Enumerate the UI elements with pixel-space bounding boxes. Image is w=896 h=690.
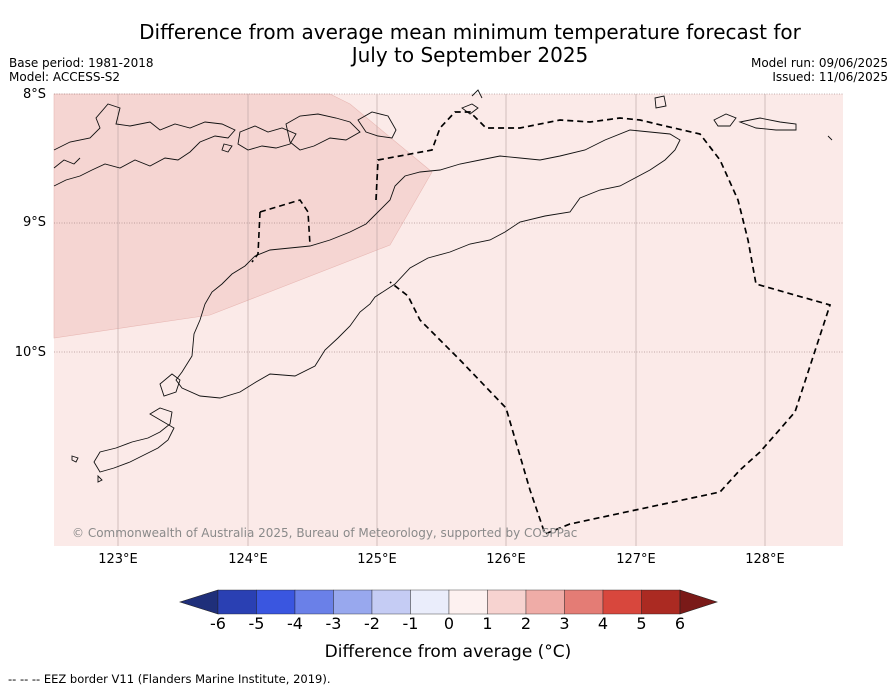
colorbar-segment	[525, 589, 565, 615]
lon-label-123e: 123°E	[98, 552, 138, 567]
lat-label-9s: 9°S	[22, 215, 46, 230]
colorbar-tick-label: 3	[559, 614, 570, 633]
map-fill-1-to-2	[53, 93, 433, 339]
colorbar-tick-label: -6	[210, 614, 226, 633]
chart-title-line-2: July to September 2025	[351, 43, 589, 67]
colorbar-segment	[371, 589, 411, 615]
colorbar-tick-label: -2	[364, 614, 380, 633]
colorbar-segment	[294, 589, 334, 615]
colorbar-segment	[410, 589, 450, 615]
colorbar-segment	[602, 589, 642, 615]
colorbar-tick-label: -1	[402, 614, 419, 633]
base-period-text: Base period: 1981-2018	[9, 56, 154, 70]
colorbar-segment	[217, 589, 257, 615]
lon-label-126e: 126°E	[486, 552, 526, 567]
colorbar-segment	[487, 589, 527, 615]
eez-border-west	[259, 199, 311, 246]
lon-label-124e: 124°E	[228, 552, 268, 567]
eez-footnote: -- -- -- EEZ border V11 (Flanders Marine…	[8, 672, 331, 686]
coastlines	[53, 89, 833, 483]
colorbar-segment	[333, 589, 373, 615]
model-run-text: Model run: 09/06/2025	[750, 56, 888, 70]
colorbar-segment	[448, 589, 488, 615]
colorbar-tick-label: -5	[248, 614, 265, 633]
lat-label-10s: 10°S	[14, 345, 46, 360]
issued-text: Issued: 11/06/2025	[772, 70, 888, 84]
colorbar-tick-label: 2	[520, 614, 532, 633]
colorbar-tick-label: -4	[287, 614, 303, 633]
colorbar-tick-label: -3	[325, 614, 342, 633]
colorbar-segment	[256, 589, 296, 615]
colorbar-tick-label: 5	[636, 614, 647, 633]
colorbar-tick-label: 4	[597, 614, 609, 633]
colorbar-tick-label: 6	[674, 614, 686, 633]
colorbar-segment	[564, 589, 604, 615]
colorbar-label: Difference from average (°C)	[324, 642, 572, 662]
model-text: Model: ACCESS-S2	[9, 70, 121, 84]
chart-title-line-1: Difference from average mean minimum tem…	[139, 20, 801, 44]
colorbar-tick-label: 1	[482, 614, 493, 633]
colorbar-tick-label: 0	[443, 614, 455, 633]
lon-label-125e: 125°E	[357, 552, 397, 567]
colorbar-arrow-high	[679, 589, 718, 615]
eez-border	[375, 111, 832, 536]
copyright-notice: © Commonwealth of Australia 2025, Bureau…	[72, 526, 578, 540]
colorbar-arrow-low	[179, 589, 219, 615]
lat-label-8s: 8°S	[22, 87, 46, 102]
map-graticule	[54, 93, 843, 353]
colorbar-segment	[641, 589, 681, 615]
lon-label-127e: 127°E	[616, 552, 656, 567]
colorbar	[179, 589, 718, 615]
lon-label-128e: 128°E	[745, 552, 785, 567]
eez-border-west-2	[251, 211, 261, 263]
